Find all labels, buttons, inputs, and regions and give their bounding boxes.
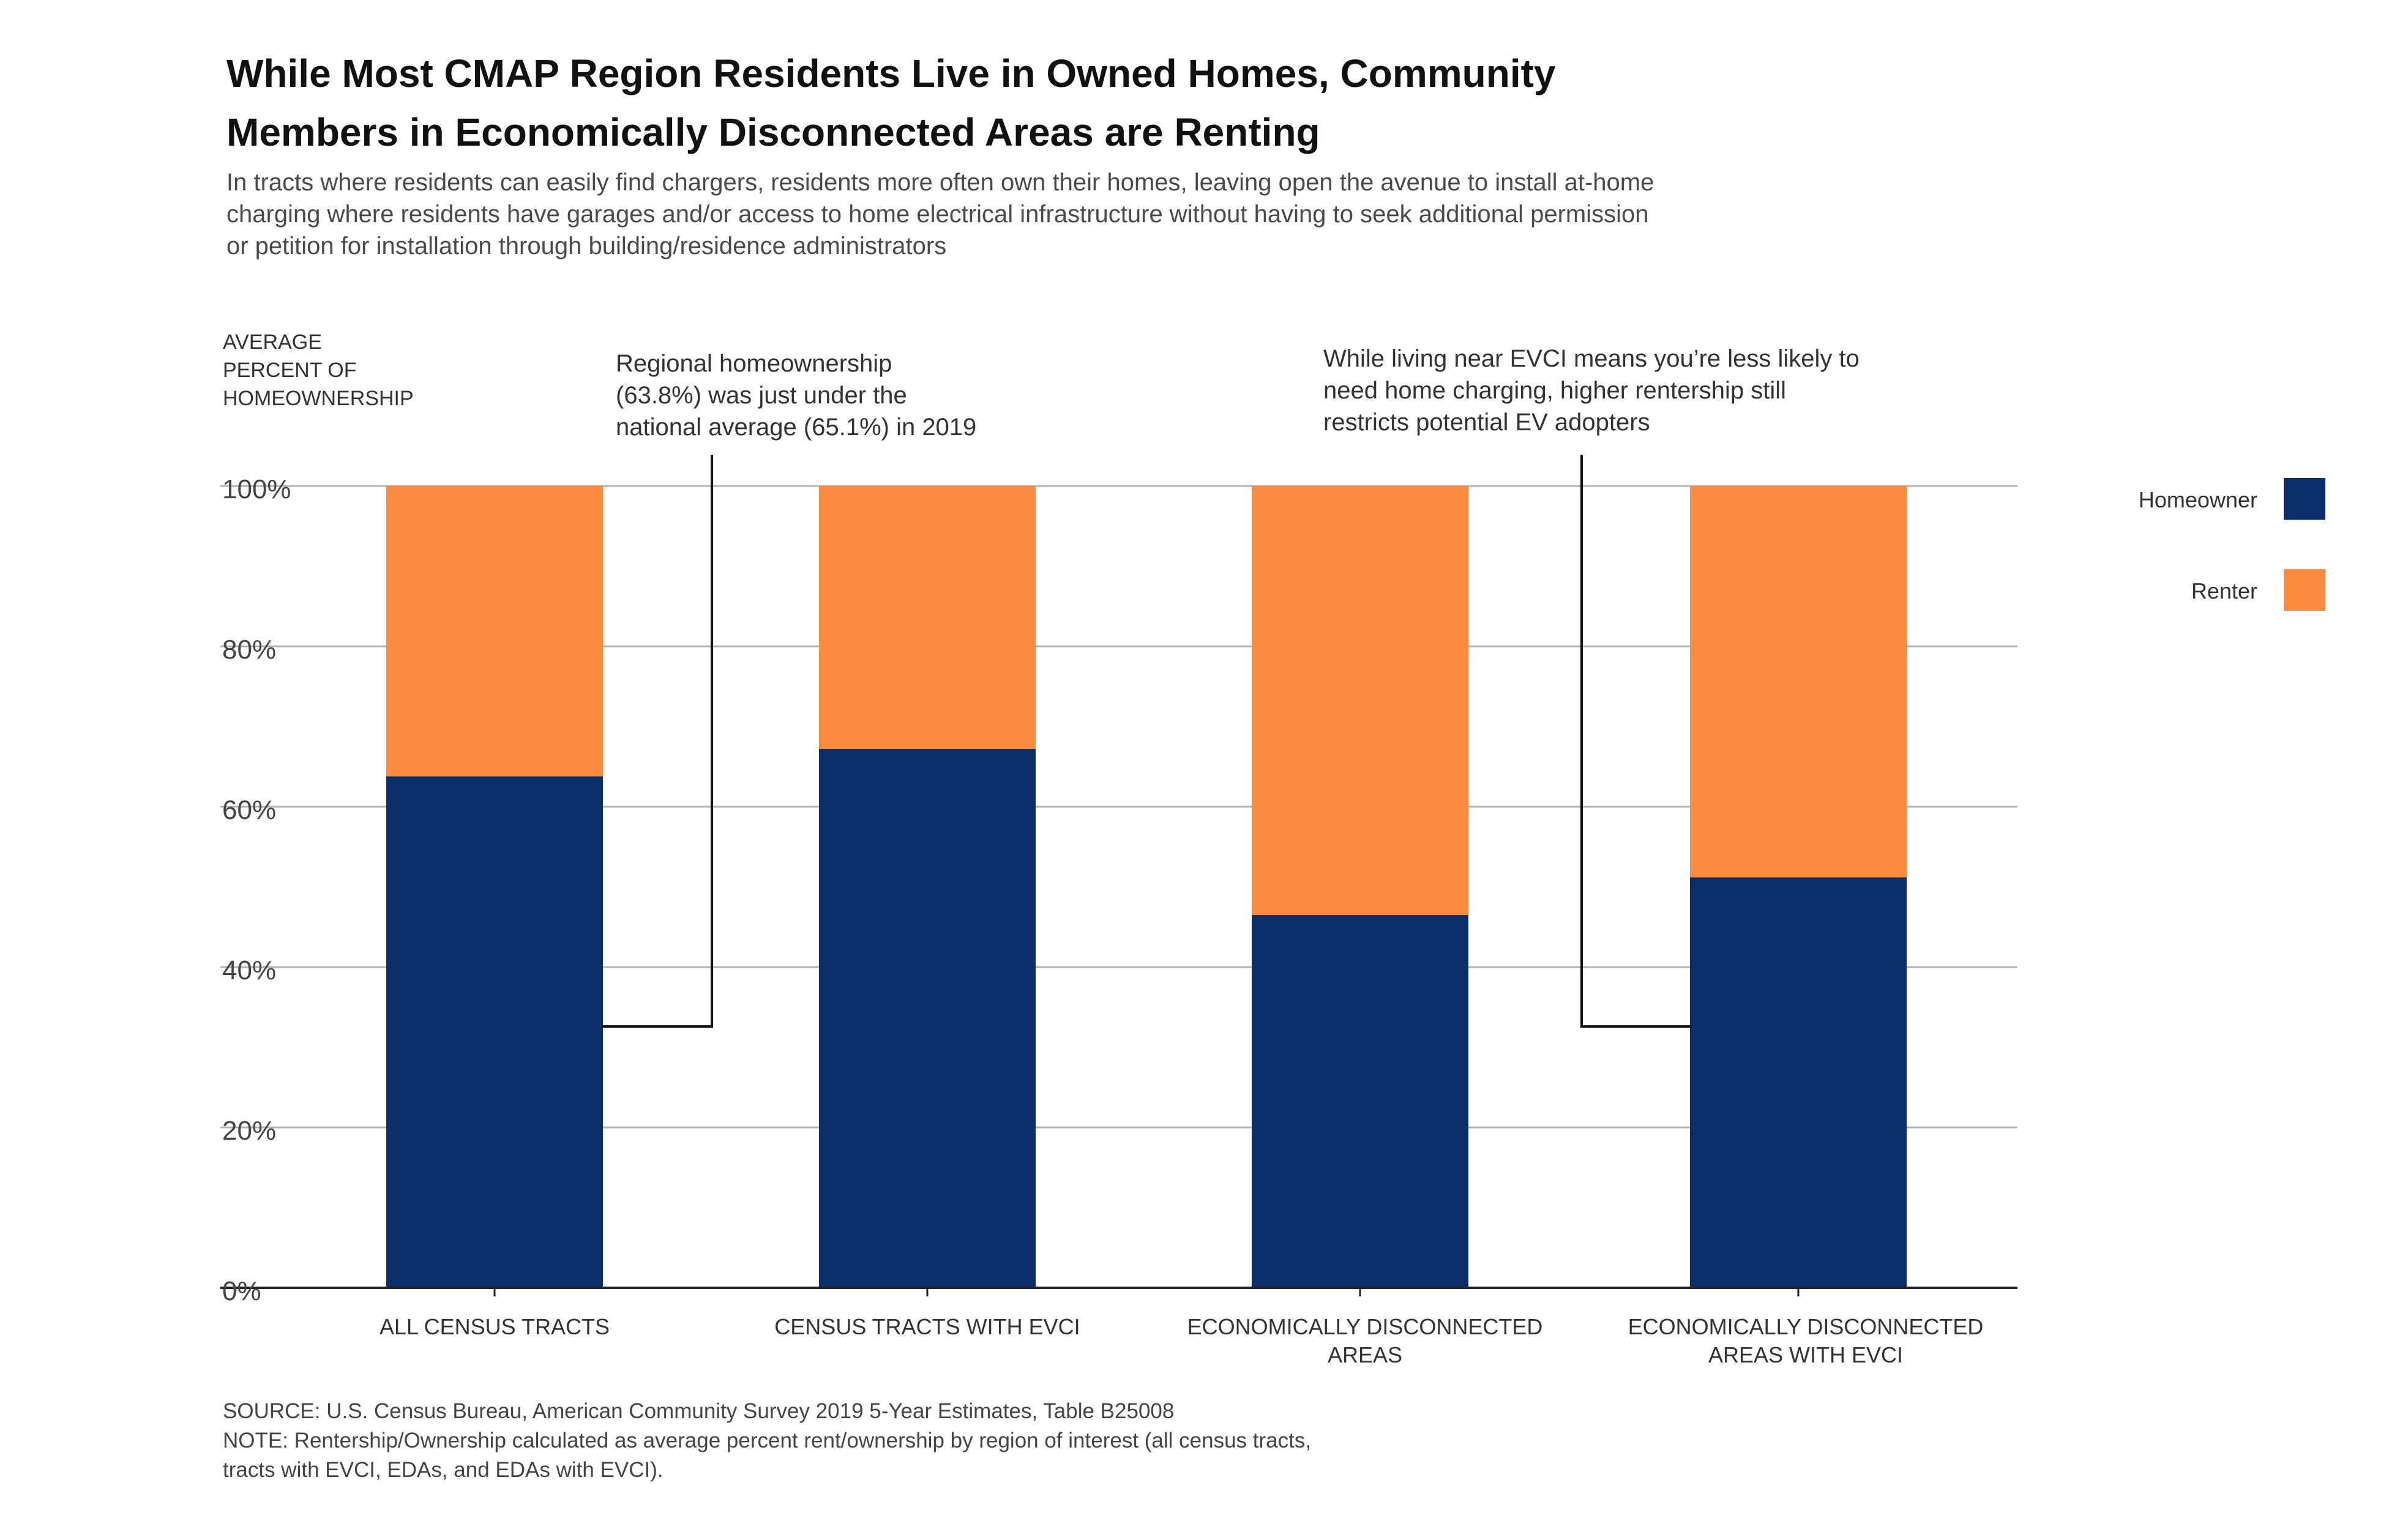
x-tick-label: CENSUS TRACTS WITH EVCI (774, 1314, 1080, 1339)
note-line: NOTE: Rentership/Ownership calculated as… (223, 1429, 1312, 1452)
source-line: SOURCE: U.S. Census Bureau, American Com… (223, 1399, 1175, 1423)
x-tick-label: ALL CENSUS TRACTS (379, 1314, 610, 1339)
y-axis-title-line: HOMEOWNERSHIP (223, 387, 414, 410)
renter-bar (1252, 486, 1468, 915)
y-axis-title-line: AVERAGE (223, 331, 322, 354)
annotation-line: need home charging, higher rentership st… (1323, 377, 1786, 404)
x-tick-label: AREAS (1328, 1342, 1402, 1367)
legend-swatch (2284, 478, 2325, 520)
x-tick-label: AREAS WITH EVCI (1708, 1342, 1903, 1367)
annotation-line: While living near EVCI means you’re less… (1323, 345, 1860, 372)
annotation-line: national average (65.1%) in 2019 (616, 414, 977, 441)
y-tick-label: 0% (222, 1276, 261, 1306)
subtitle-line: In tracts where residents can easily fin… (226, 169, 1654, 196)
annotation-regional-homeownership: Regional homeownership (63.8%) was just … (616, 348, 976, 443)
renter-bar (386, 486, 603, 777)
homeowner-bar (1690, 877, 1907, 1288)
homeowner-bar (386, 776, 603, 1288)
y-tick-label: 60% (222, 795, 276, 825)
title-line: Members in Economically Disconnected Are… (226, 110, 1320, 154)
annotation-line: (63.8%) was just under the (616, 382, 907, 409)
homeowner-bar (1252, 914, 1468, 1288)
annotation-leader-line (1580, 455, 1692, 1028)
x-tick-label: ECONOMICALLY DISCONNECTED (1187, 1314, 1543, 1339)
renter-bar (1690, 486, 1907, 878)
chart-title: While Most CMAP Region Residents Live in… (226, 44, 1757, 162)
chart-subtitle: In tracts where residents can easily fin… (226, 166, 1879, 262)
homeowner-bar (819, 749, 1036, 1288)
renter-bar (819, 486, 1036, 749)
annotation-leader-line (602, 455, 713, 1028)
annotation-line: restricts potential EV adopters (1323, 409, 1650, 436)
legend-label: Renter (2191, 578, 2257, 604)
legend-swatch (2284, 569, 2325, 611)
x-tick-label: ECONOMICALLY DISCONNECTED (1628, 1314, 1984, 1339)
subtitle-line: or petition for installation through bui… (226, 233, 947, 260)
legend-label: Homeowner (2139, 487, 2257, 512)
source-note: SOURCE: U.S. Census Bureau, American Com… (223, 1397, 1814, 1485)
y-axis-title-line: PERCENT OF (223, 359, 357, 382)
annotation-evci-rentership: While living near EVCI means you’re less… (1323, 343, 1860, 438)
title-line: While Most CMAP Region Residents Live in… (226, 51, 1556, 95)
subtitle-line: charging where residents have garages an… (226, 201, 1649, 228)
y-axis-title: AVERAGE PERCENT OF HOMEOWNERSHIP (223, 328, 414, 413)
y-tick-label: 40% (222, 955, 276, 985)
note-line: tracts with EVCI, EDAs, and EDAs with EV… (223, 1458, 664, 1482)
y-tick-label: 100% (222, 474, 291, 504)
annotation-line: Regional homeownership (616, 350, 892, 377)
y-tick-label: 20% (222, 1116, 276, 1146)
y-tick-label: 80% (222, 635, 276, 665)
